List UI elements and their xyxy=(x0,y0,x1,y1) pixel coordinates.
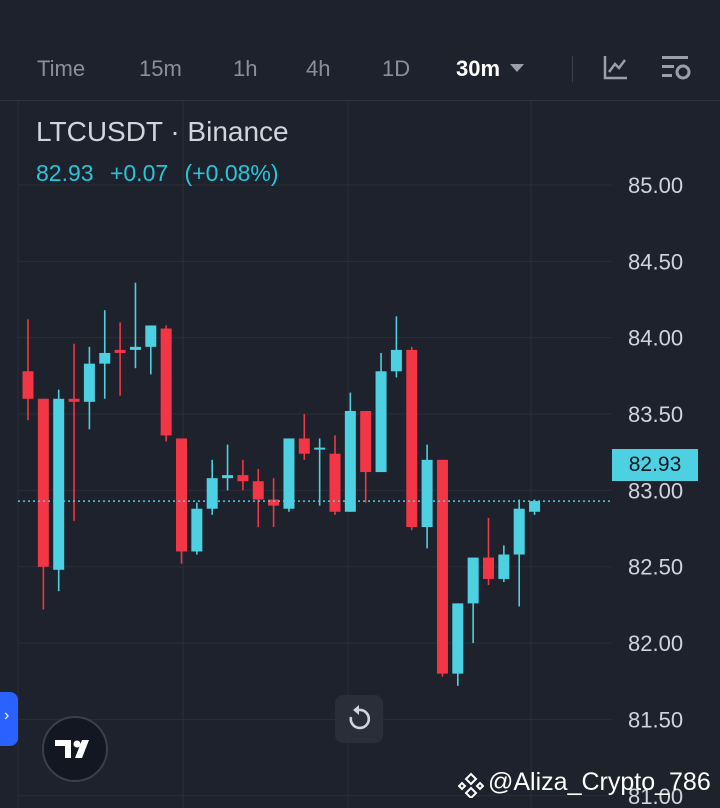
indicators-icon[interactable] xyxy=(603,54,629,80)
candle-body xyxy=(452,603,464,674)
candle-body xyxy=(375,371,387,473)
candle-body xyxy=(176,438,187,552)
candle-body xyxy=(390,349,402,372)
candle-body xyxy=(237,475,249,482)
candle-body xyxy=(129,346,141,350)
tab-30m[interactable]: 30m xyxy=(456,56,501,81)
y-tick-label: 83.50 xyxy=(628,402,683,427)
candle-body xyxy=(360,410,372,473)
candle-body xyxy=(37,398,49,567)
y-tick-label: 84.00 xyxy=(628,326,683,351)
candle-body xyxy=(191,508,203,552)
candle-body xyxy=(421,459,433,528)
candle-body xyxy=(406,349,418,528)
timeframe-toolbar: Time 15m 1h 4h 1D 30m xyxy=(0,40,720,101)
candle-body xyxy=(529,501,541,512)
side-panel-toggle[interactable]: › xyxy=(0,692,18,746)
candle-body xyxy=(145,325,157,347)
candle-body xyxy=(436,459,448,674)
candle-body xyxy=(329,453,341,512)
last-price-value: 82.93 xyxy=(36,160,94,186)
tab-1d[interactable]: 1D xyxy=(382,56,411,81)
y-tick-label: 85.00 xyxy=(628,173,683,198)
candle-body xyxy=(513,508,525,555)
binance-logo-icon xyxy=(458,772,484,798)
tab-1h[interactable]: 1h xyxy=(233,56,258,81)
candle-body xyxy=(314,447,326,450)
candle-body xyxy=(83,363,95,402)
refresh-icon xyxy=(349,705,371,730)
candle-body xyxy=(298,438,310,454)
candle-body xyxy=(99,352,111,364)
candle-body xyxy=(344,410,356,512)
change-percent-value: (+0.08%) xyxy=(184,160,279,186)
chevron-down-icon[interactable] xyxy=(510,64,524,72)
settings-icon[interactable] xyxy=(662,54,692,82)
candle-body xyxy=(160,328,172,436)
tab-4h[interactable]: 4h xyxy=(306,56,331,81)
current-price-tag: 82.93 xyxy=(612,449,698,481)
toolbar-divider xyxy=(572,56,573,82)
candle-body xyxy=(22,371,34,399)
price-change-legend: 82.93 +0.07 (+0.08%) xyxy=(36,160,289,187)
y-tick-label: 82.00 xyxy=(628,631,683,656)
candle-body xyxy=(206,478,218,509)
y-tick-label: 81.50 xyxy=(628,707,683,732)
y-tick-label: 82.50 xyxy=(628,555,683,580)
y-tick-label: 81.00 xyxy=(628,784,683,808)
candle-body xyxy=(222,475,234,479)
candle-body xyxy=(498,554,510,579)
candle-body xyxy=(114,349,126,353)
candle-body xyxy=(467,557,479,604)
candle-body xyxy=(53,398,65,570)
change-value: +0.07 xyxy=(109,160,169,186)
reset-chart-button[interactable] xyxy=(335,695,383,743)
tradingview-logo[interactable] xyxy=(42,716,108,782)
candle-body xyxy=(252,481,264,500)
y-tick-label: 83.00 xyxy=(628,478,683,503)
y-tick-label: 84.50 xyxy=(628,249,683,274)
candle-body xyxy=(283,438,295,509)
candlestick-chart[interactable]: 85.00 84.50 84.00 83.50 83.00 82.50 82.00 81.50… xyxy=(0,101,720,808)
cropped-yellow-text-icon xyxy=(38,0,118,20)
candle-body xyxy=(68,398,80,402)
top-cropped-strip xyxy=(0,0,720,20)
watermark-text: @Aliza_Crypto_786 xyxy=(488,768,711,796)
tradingview-logo-icon xyxy=(55,740,89,758)
symbol-title: LTCUSDT · Binance xyxy=(36,116,289,147)
chevron-right-icon: › xyxy=(4,707,10,724)
candle-body xyxy=(268,499,280,506)
tab-15m[interactable]: 15m xyxy=(139,56,182,81)
candle-body xyxy=(483,557,494,579)
tab-time[interactable]: Time xyxy=(37,56,86,81)
